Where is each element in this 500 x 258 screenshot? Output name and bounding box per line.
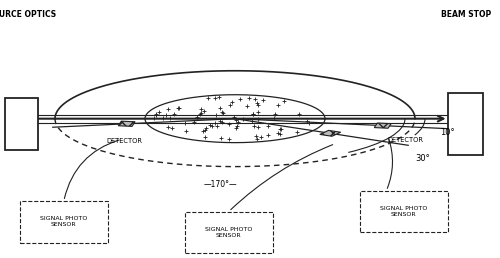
Text: SIGNAL PHOTO
SENSOR: SIGNAL PHOTO SENSOR (40, 216, 88, 227)
Polygon shape (118, 121, 135, 126)
Text: —170°—: —170°— (203, 180, 237, 189)
Polygon shape (320, 130, 340, 136)
Text: SIGNAL PHOTO
SENSOR: SIGNAL PHOTO SENSOR (380, 206, 428, 217)
Text: DETECTOR: DETECTOR (388, 137, 424, 143)
Text: SIGNAL PHOTO
SENSOR: SIGNAL PHOTO SENSOR (205, 227, 252, 238)
Bar (185, 212, 272, 253)
Bar (5, 98, 38, 150)
Text: 30°: 30° (415, 154, 430, 163)
Text: SOURCE OPTICS: SOURCE OPTICS (0, 10, 56, 19)
Bar (448, 93, 482, 155)
Text: DETECTOR: DETECTOR (106, 138, 142, 144)
Text: BEAM STOP: BEAM STOP (441, 10, 491, 19)
Text: 10°: 10° (440, 128, 454, 137)
Bar (360, 191, 448, 232)
Bar (20, 201, 108, 243)
Polygon shape (374, 123, 391, 128)
